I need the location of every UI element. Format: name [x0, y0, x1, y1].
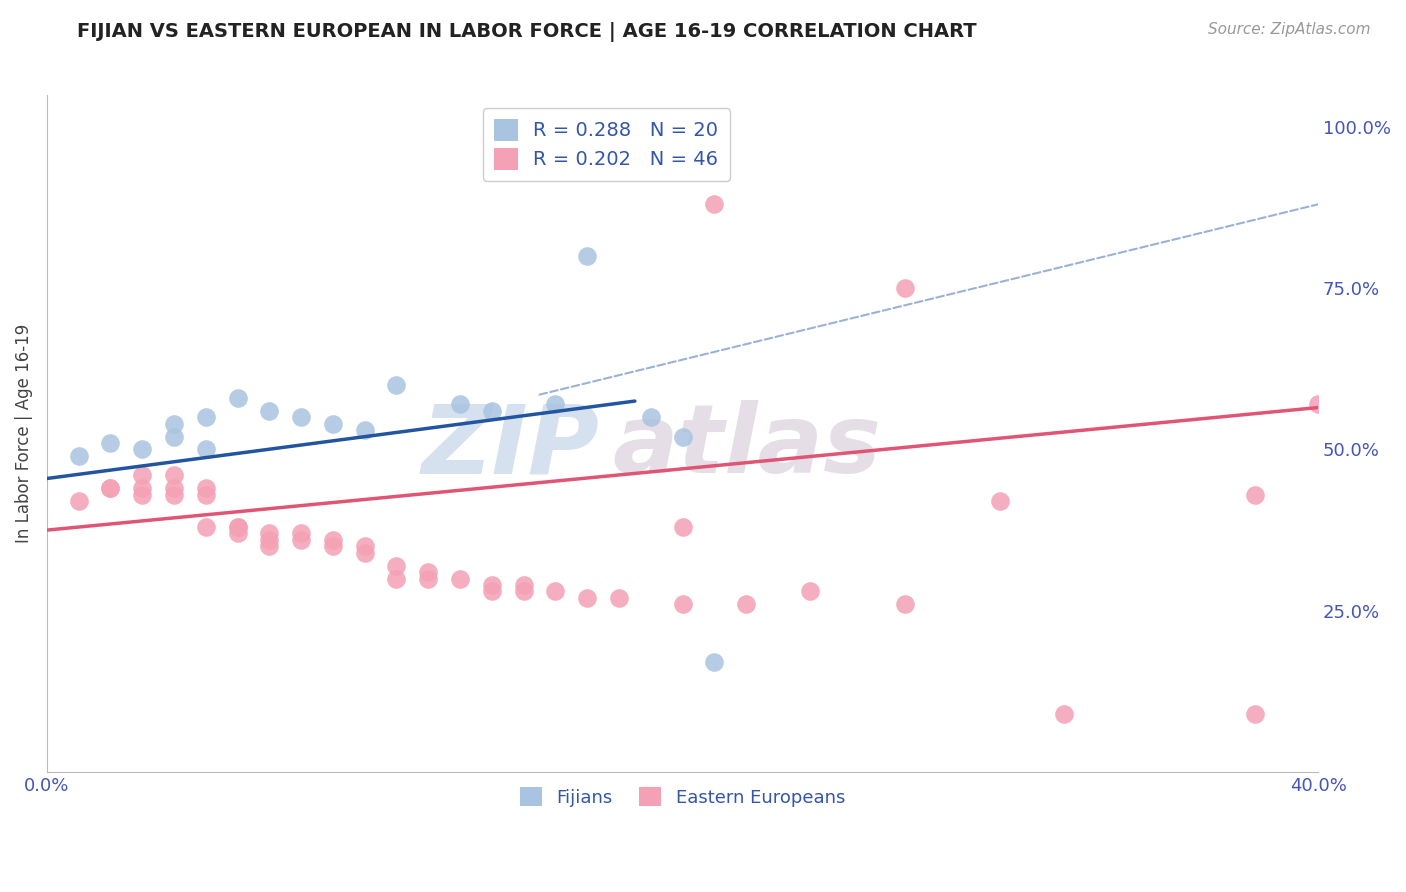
- Point: [259, 526, 281, 541]
- Point: [290, 526, 312, 541]
- Point: [100, 481, 122, 495]
- Text: ZIP: ZIP: [422, 401, 600, 493]
- Point: [194, 488, 217, 502]
- Point: [322, 417, 344, 431]
- Point: [259, 539, 281, 553]
- Point: [671, 429, 693, 443]
- Point: [544, 397, 567, 411]
- Point: [131, 488, 153, 502]
- Point: [385, 572, 408, 586]
- Point: [576, 249, 599, 263]
- Point: [322, 539, 344, 553]
- Point: [481, 578, 503, 592]
- Point: [226, 391, 249, 405]
- Point: [1308, 397, 1330, 411]
- Point: [449, 572, 471, 586]
- Point: [671, 597, 693, 611]
- Point: [481, 584, 503, 599]
- Point: [418, 572, 440, 586]
- Point: [640, 410, 662, 425]
- Point: [607, 591, 630, 605]
- Point: [418, 565, 440, 579]
- Point: [67, 494, 90, 508]
- Point: [544, 584, 567, 599]
- Point: [226, 526, 249, 541]
- Point: [163, 488, 186, 502]
- Text: Source: ZipAtlas.com: Source: ZipAtlas.com: [1208, 22, 1371, 37]
- Point: [894, 281, 917, 295]
- Point: [353, 546, 375, 560]
- Point: [735, 597, 758, 611]
- Point: [163, 429, 186, 443]
- Point: [1053, 706, 1076, 721]
- Point: [512, 584, 534, 599]
- Point: [799, 584, 821, 599]
- Point: [290, 533, 312, 547]
- Point: [67, 449, 90, 463]
- Point: [163, 468, 186, 483]
- Point: [353, 539, 375, 553]
- Point: [131, 481, 153, 495]
- Point: [131, 442, 153, 457]
- Point: [290, 410, 312, 425]
- Point: [100, 436, 122, 450]
- Y-axis label: In Labor Force | Age 16-19: In Labor Force | Age 16-19: [15, 324, 32, 543]
- Point: [894, 597, 917, 611]
- Point: [385, 558, 408, 573]
- Point: [194, 442, 217, 457]
- Point: [703, 197, 725, 211]
- Text: FIJIAN VS EASTERN EUROPEAN IN LABOR FORCE | AGE 16-19 CORRELATION CHART: FIJIAN VS EASTERN EUROPEAN IN LABOR FORC…: [77, 22, 977, 42]
- Point: [226, 520, 249, 534]
- Point: [385, 378, 408, 392]
- Point: [671, 520, 693, 534]
- Point: [131, 468, 153, 483]
- Point: [512, 578, 534, 592]
- Point: [353, 423, 375, 437]
- Point: [163, 417, 186, 431]
- Point: [194, 481, 217, 495]
- Point: [194, 520, 217, 534]
- Point: [988, 494, 1011, 508]
- Point: [100, 481, 122, 495]
- Point: [226, 520, 249, 534]
- Point: [259, 403, 281, 417]
- Point: [1243, 488, 1265, 502]
- Point: [163, 481, 186, 495]
- Point: [194, 410, 217, 425]
- Point: [481, 403, 503, 417]
- Text: atlas: atlas: [613, 401, 882, 493]
- Point: [703, 656, 725, 670]
- Point: [449, 397, 471, 411]
- Point: [576, 591, 599, 605]
- Point: [259, 533, 281, 547]
- Point: [481, 139, 503, 153]
- Point: [322, 533, 344, 547]
- Point: [1243, 706, 1265, 721]
- Legend: Fijians, Eastern Europeans: Fijians, Eastern Europeans: [513, 780, 852, 814]
